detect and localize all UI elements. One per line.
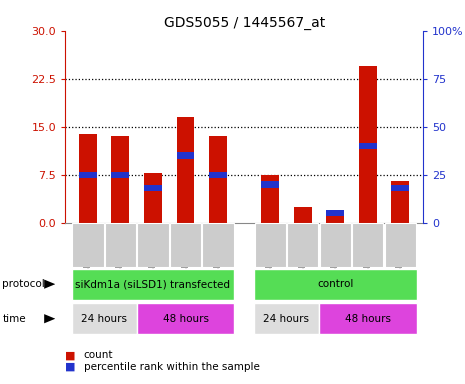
Text: ■: ■ [65,350,76,360]
Bar [144,185,162,191]
Text: siKdm1a (siLSD1) transfected: siKdm1a (siLSD1) transfected [75,279,231,289]
Bar [79,134,97,223]
Bar [177,117,194,223]
Bar [359,66,377,223]
Bar [254,223,286,267]
Bar [352,223,384,267]
Bar [209,136,227,223]
Bar [144,173,162,223]
Text: 48 hours: 48 hours [345,314,391,324]
Polygon shape [44,280,55,289]
Bar [170,223,201,267]
Bar [79,172,97,178]
Bar [359,143,377,149]
Bar [254,303,319,334]
Bar [137,223,169,267]
Bar [112,172,129,178]
Bar [319,303,417,334]
Bar [287,223,319,267]
Bar [72,223,104,267]
Text: 48 hours: 48 hours [163,314,208,324]
Text: 24 hours: 24 hours [264,314,309,324]
Bar [72,269,234,300]
Bar [319,223,351,267]
Bar [112,136,129,223]
Text: control: control [317,279,353,289]
Bar [392,181,409,223]
Bar [137,303,234,334]
Polygon shape [44,314,55,323]
Text: 24 hours: 24 hours [81,314,127,324]
Bar [105,223,136,267]
Text: count: count [84,350,113,360]
Title: GDS5055 / 1445567_at: GDS5055 / 1445567_at [164,16,325,30]
Bar [209,172,227,178]
Bar [254,269,417,300]
Text: protocol: protocol [2,279,45,289]
Bar [261,181,279,187]
Text: time: time [2,314,26,324]
Bar [392,185,409,191]
Bar [72,303,137,334]
Bar [326,210,344,216]
Bar [261,175,279,223]
Text: ■: ■ [65,362,76,372]
Bar [385,223,416,267]
Bar [294,207,312,223]
Bar [326,213,344,223]
Bar [202,223,234,267]
Bar [177,152,194,159]
Text: percentile rank within the sample: percentile rank within the sample [84,362,259,372]
